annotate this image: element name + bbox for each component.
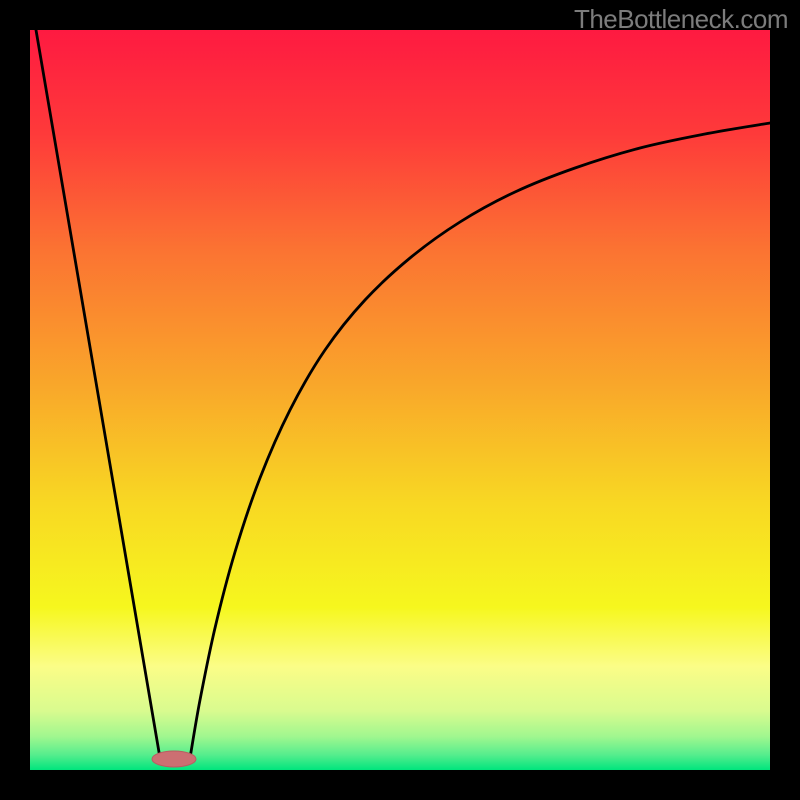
plot-area — [30, 30, 770, 770]
bottleneck-chart — [0, 0, 800, 800]
watermark-text: TheBottleneck.com — [574, 4, 788, 35]
optimal-marker — [152, 751, 196, 767]
